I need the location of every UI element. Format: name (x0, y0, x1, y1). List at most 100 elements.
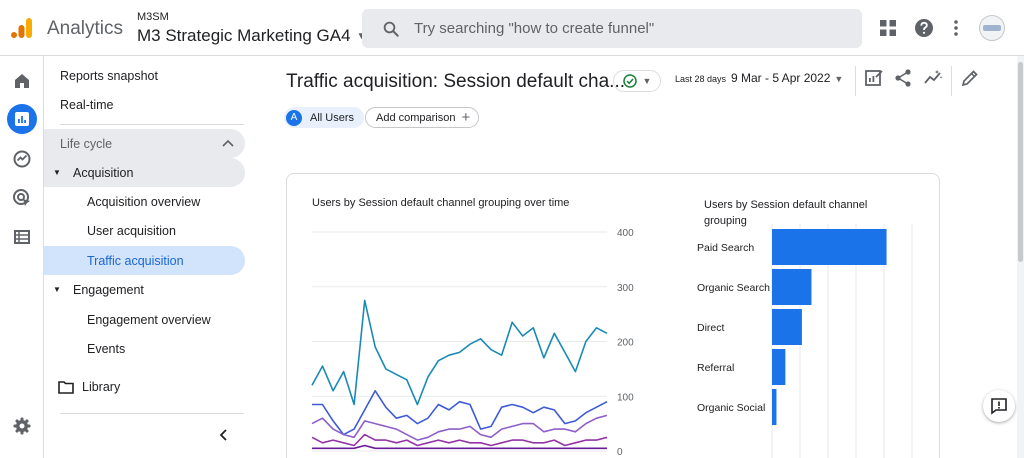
nav-label: Real-time (60, 97, 114, 112)
nav-label: Acquisition (73, 165, 134, 180)
customize-report-icon[interactable] (864, 68, 884, 88)
nav-acquisition-overview[interactable]: Acquisition overview (44, 187, 245, 216)
avatar-image (983, 25, 1001, 31)
avatar[interactable] (979, 15, 1005, 41)
report-status-chip[interactable]: ▼ (613, 70, 661, 92)
bar-category-label: Organic Search (697, 282, 770, 294)
bar-chart-title: Users by Session default channel groupin… (704, 199, 868, 227)
nav-label: Library (82, 379, 121, 394)
nav-engagement[interactable]: ▼ Engagement (44, 275, 245, 304)
property-name: M3 Strategic Marketing GA4 (137, 26, 351, 45)
nav-label: Engagement (73, 282, 144, 297)
analytics-logo-icon[interactable] (10, 16, 34, 40)
nav-realtime[interactable]: Real-time (44, 90, 245, 119)
apps-grid-icon[interactable] (878, 18, 898, 38)
add-comparison-button[interactable]: Add comparison + (365, 107, 480, 128)
chart-card: Users by Session default channel groupin… (286, 173, 940, 458)
add-comparison-label: Add comparison (376, 111, 456, 124)
top-header: Analytics M3SM M3 Strategic Marketing GA… (0, 0, 1024, 56)
rail-configure[interactable] (7, 222, 37, 252)
line-chart-title: Users by Session default channel groupin… (312, 197, 570, 209)
date-range-label: Last 28 days (675, 74, 727, 84)
edit-pencil-icon[interactable] (960, 68, 980, 88)
bar-referral[interactable] (772, 349, 786, 385)
nav-acquisition[interactable]: ▼ Acquisition (44, 158, 245, 187)
nav-lifecycle-header[interactable]: Life cycle (44, 129, 245, 158)
gear-icon (13, 417, 31, 435)
collapse-nav-icon[interactable] (217, 428, 231, 442)
report-navigation: Reports snapshot Real-time Life cycle ▼ … (44, 56, 255, 458)
home-icon (15, 74, 29, 88)
share-icon[interactable] (893, 68, 913, 88)
line-chart[interactable]: 400 300 200 100 0 (307, 219, 662, 458)
nav-label: Reports snapshot (60, 68, 158, 83)
y-tick-label: 100 (617, 392, 634, 403)
folder-icon (58, 380, 74, 394)
y-tick-label: 0 (617, 447, 623, 458)
bar-category-label: Referral (697, 362, 734, 374)
y-tick-label: 300 (617, 283, 634, 294)
search-bar[interactable] (362, 9, 862, 48)
more-vert-icon[interactable] (946, 18, 966, 38)
expand-arrow-icon: ▼ (53, 285, 61, 294)
series-line-4[interactable] (311, 433, 608, 447)
nav-divider (60, 413, 244, 414)
y-tick-label: 200 (617, 338, 634, 349)
series-line-2[interactable] (312, 390, 608, 436)
toolbar-divider (951, 66, 952, 96)
toolbar-divider (855, 66, 856, 96)
rail-home[interactable] (7, 66, 37, 96)
bar-category-label: Paid Search (697, 242, 754, 254)
comparison-chip-all-users[interactable]: A All Users (284, 107, 365, 128)
nav-events[interactable]: Events (44, 334, 245, 363)
bar-organic-search[interactable] (772, 269, 812, 305)
bar-category-label: Direct (697, 322, 725, 334)
nav-reports-snapshot[interactable]: Reports snapshot (44, 61, 245, 90)
advertising-icon (13, 189, 30, 206)
bar-paid-search[interactable] (772, 229, 887, 265)
nav-label: Engagement overview (87, 312, 211, 327)
scrollbar-thumb[interactable] (1018, 62, 1023, 262)
caret-down-icon: ▼ (357, 31, 367, 42)
insights-icon[interactable] (923, 68, 943, 88)
y-tick-label: 400 (617, 228, 634, 239)
nav-engagement-overview[interactable]: Engagement overview (44, 305, 245, 334)
page-title: Traffic acquisition: Session default cha… (286, 71, 626, 92)
date-range-value: 9 Mar - 5 Apr 2022 (731, 71, 831, 85)
main-content: Traffic acquisition: Session default cha… (255, 56, 1024, 458)
series-line-5[interactable] (312, 444, 607, 450)
caret-down-icon: ▼ (642, 76, 652, 86)
property-selector[interactable]: M3 Strategic Marketing GA4 ▼ (137, 26, 366, 46)
date-range-picker[interactable]: 9 Mar - 5 Apr 2022 ▼ (731, 71, 843, 85)
rail-reports[interactable] (7, 104, 37, 134)
bar-direct[interactable] (772, 309, 802, 345)
search-icon (383, 21, 399, 37)
check-circle-icon (622, 74, 637, 88)
comparison-badge: A (286, 109, 302, 126)
caret-down-icon: ▼ (834, 74, 844, 84)
nav-library[interactable]: Library (44, 372, 245, 401)
comparison-label: All Users (310, 111, 355, 124)
plus-icon: + (461, 109, 471, 126)
bar-organic-social[interactable] (772, 389, 777, 425)
feedback-icon (991, 398, 1007, 415)
configure-icon (14, 230, 30, 244)
series-line-1[interactable] (311, 299, 608, 406)
expand-arrow-icon: ▼ (53, 168, 61, 177)
app-name: Analytics (47, 18, 124, 39)
help-icon[interactable] (914, 18, 934, 38)
rail-settings[interactable] (7, 411, 37, 441)
bar-chart[interactable]: Paid Search Organic Search Direct Referral O… (697, 219, 927, 458)
nav-user-acquisition[interactable]: User acquisition (44, 216, 245, 245)
chevron-up-icon (222, 139, 234, 147)
feedback-button[interactable] (983, 390, 1015, 422)
series-line-3[interactable] (311, 414, 608, 441)
rail-advertising[interactable] (7, 183, 37, 213)
explore-icon (13, 150, 31, 168)
rail-explore[interactable] (7, 144, 37, 174)
account-name[interactable]: M3SM (137, 11, 169, 23)
nav-traffic-acquisition[interactable]: Traffic acquisition (44, 246, 245, 275)
search-input[interactable] (414, 20, 814, 37)
nav-label: User acquisition (87, 223, 176, 238)
reports-icon (15, 112, 29, 126)
